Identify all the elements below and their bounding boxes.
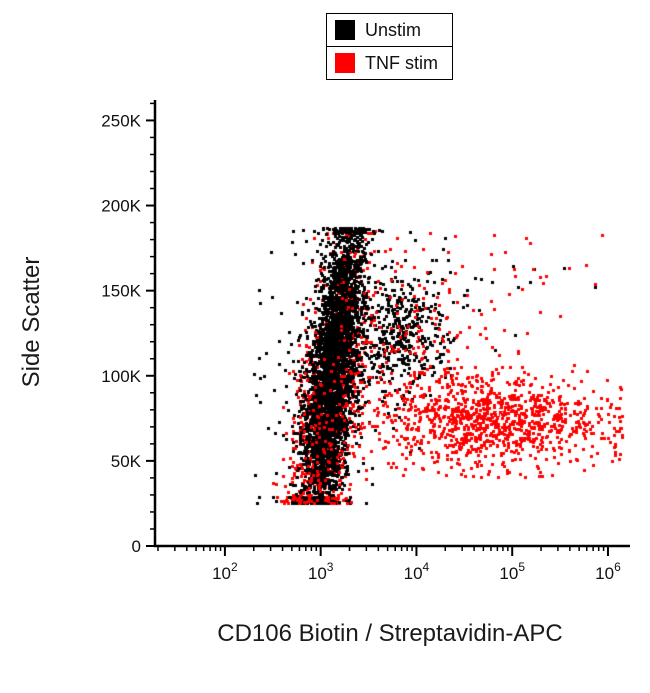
y-tick-label: 50K — [111, 452, 142, 471]
x-tick-label: 104 — [404, 560, 430, 583]
y-tick-label: 200K — [101, 197, 141, 216]
x-axis-title: CD106 Biotin / Streptavidin-APC — [217, 620, 563, 647]
y-tick-label: 150K — [101, 282, 141, 301]
x-tick-label: 106 — [595, 560, 621, 583]
x-tick-label: 102 — [212, 560, 238, 583]
legend-label-unstim: Unstim — [365, 19, 422, 40]
legend-label-tnf-stim: TNF stim — [365, 52, 438, 73]
legend-swatch-unstim — [335, 20, 355, 40]
legend-item-tnf-stim: TNF stim — [327, 46, 452, 79]
legend-swatch-tnf-stim — [335, 53, 355, 73]
scatter-canvas — [155, 100, 630, 546]
legend: Unstim TNF stim — [326, 13, 453, 80]
x-tick-label: 105 — [499, 560, 525, 583]
y-tick-label: 100K — [101, 367, 141, 386]
y-tick-label: 250K — [101, 111, 141, 130]
legend-item-unstim: Unstim — [327, 14, 452, 46]
y-axis-title: Side Scatter — [18, 256, 45, 388]
x-tick-label: 103 — [308, 560, 334, 583]
y-tick-label: 0 — [132, 537, 141, 556]
